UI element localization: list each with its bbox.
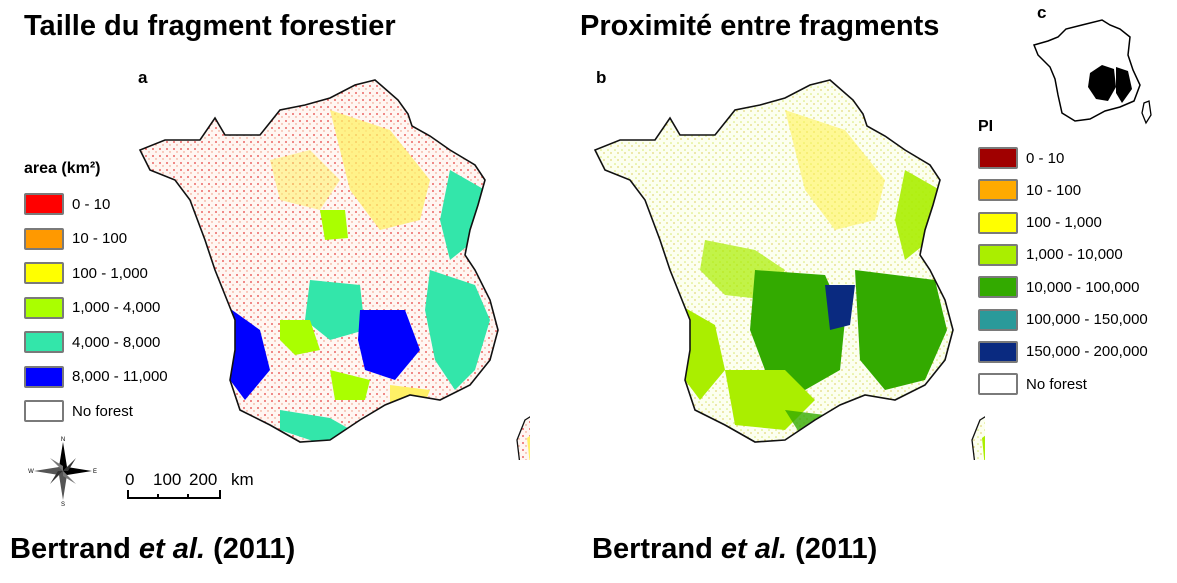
legend-a-swatch	[24, 296, 64, 319]
citation-a: Bertrand et al. (2011)	[10, 533, 295, 566]
legend-b-swatch	[978, 373, 1018, 396]
citation-a-etal: et al.	[138, 533, 206, 565]
legend-a-label: No forest	[72, 402, 133, 420]
scalebar	[127, 490, 221, 499]
legend-a-item: 100 - 1,000	[24, 261, 148, 285]
legend-b-label: 0 - 10	[1026, 149, 1065, 167]
compass-w: W	[28, 469, 34, 475]
panel-b-letter: b	[596, 68, 607, 87]
legend-a-label: 10 - 100	[72, 230, 128, 247]
compass-n: N	[61, 437, 65, 443]
legend-a-label: 8,000 - 11,000	[72, 368, 168, 385]
legend-a-swatch	[24, 331, 64, 353]
legend-a-label: 100 - 1,000	[72, 264, 148, 282]
scalebar-unit: km	[231, 470, 254, 489]
legend-b-item: 100 - 1,000	[978, 211, 1102, 235]
map-forest-fragment-size	[139, 79, 530, 460]
citation-b-etal: et al.	[720, 533, 788, 565]
scalebar-tick-200: 200	[189, 470, 218, 489]
compass-rose-icon: N S W E	[28, 437, 97, 506]
legend-a-item: 4,000 - 8,000	[24, 330, 160, 354]
legend-b-item: 1,000 - 10,000	[978, 243, 1123, 267]
legend-a-swatch	[24, 193, 64, 215]
legend-a-item: No forest	[24, 399, 133, 423]
legend-b-label: 1,000 - 10,000	[1026, 246, 1123, 264]
scalebar-tick-100: 100	[153, 470, 182, 489]
legend-b-swatch	[978, 276, 1018, 299]
legend-a-swatch	[24, 227, 64, 250]
panel-a-letter: a	[138, 68, 148, 87]
citation-b: Bertrand et al. (2011)	[592, 533, 877, 566]
legend-a-swatch	[24, 365, 64, 388]
legend-b-label: 100,000 - 150,000	[1026, 311, 1148, 328]
legend-b-label: 10,000 - 100,000	[1026, 278, 1140, 296]
legend-b-item: 0 - 10	[978, 146, 1064, 170]
panel-a-title: Taille du fragment forestier	[24, 10, 396, 42]
legend-b-item: 100,000 - 150,000	[978, 308, 1148, 332]
citation-b-year: (2011)	[787, 533, 878, 565]
legend-a-item: 10 - 100	[24, 227, 127, 251]
legend-a-label: 1,000 - 4,000	[72, 299, 161, 316]
legend-a-item: 1,000 - 4,000	[24, 296, 160, 320]
legend-b-label: 10 - 100	[1026, 181, 1082, 199]
legend-b-item: 150,000 - 200,000	[978, 340, 1148, 364]
panel-b-title: Proximité entre fragments	[580, 10, 940, 42]
legend-b-title: PI	[978, 118, 994, 135]
compass-e: E	[93, 469, 97, 475]
legend-a-swatch	[24, 262, 64, 284]
legend-b-label: 100 - 1,000	[1026, 214, 1102, 232]
legend-b-swatch	[978, 308, 1018, 331]
inset-map-france	[1032, 19, 1152, 125]
map-fragment-proximity	[594, 79, 985, 460]
legend-a-label: 4,000 - 8,000	[72, 333, 161, 351]
scalebar-tick-0: 0	[125, 470, 135, 489]
legend-b-item: 10,000 - 100,000	[978, 275, 1139, 299]
compass-s: S	[61, 502, 65, 506]
legend-b-swatch	[978, 211, 1018, 234]
legend-b-swatch	[978, 179, 1018, 202]
citation-a-author: Bertrand	[10, 533, 139, 565]
legend-a-title: area (km²)	[24, 160, 101, 177]
legend-b-label: 150,000 - 200,000	[1026, 343, 1148, 361]
legend-b-label: No forest	[1026, 375, 1087, 393]
legend-a-label: 0 - 10	[72, 195, 111, 213]
legend-b-swatch	[978, 340, 1018, 363]
legend-b-item: No forest	[978, 372, 1087, 396]
citation-b-author: Bertrand	[592, 533, 721, 565]
legend-b-swatch	[978, 147, 1018, 169]
panel-c-letter: c	[1037, 3, 1047, 22]
legend-a-item: 8,000 - 11,000	[24, 365, 168, 389]
citation-a-year: (2011)	[205, 533, 296, 565]
legend-b-swatch	[978, 243, 1018, 266]
legend-a-item: 0 - 10	[24, 192, 110, 216]
legend-a-swatch	[24, 400, 64, 422]
legend-b-item: 10 - 100	[978, 178, 1081, 202]
